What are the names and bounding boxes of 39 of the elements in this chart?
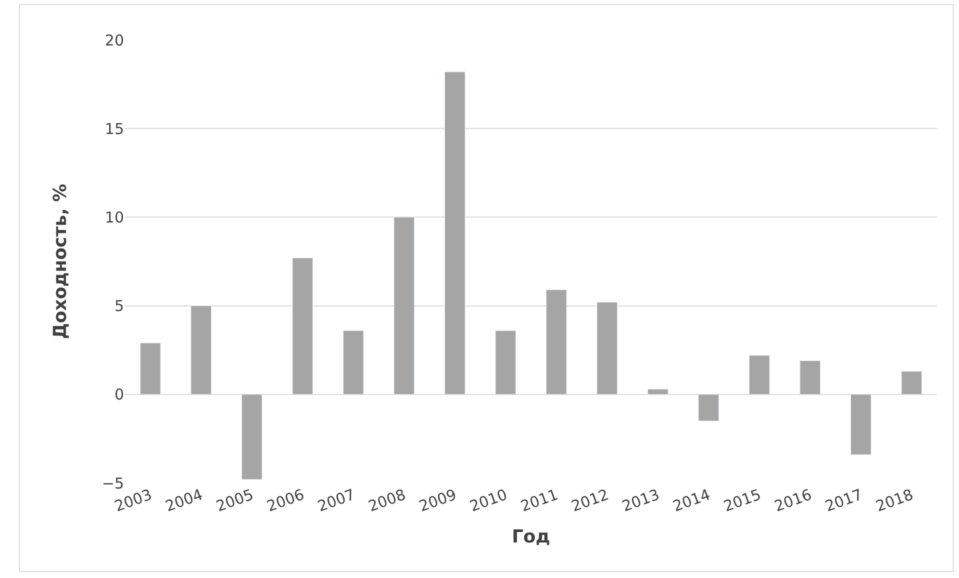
x-tick-label: 2004 — [163, 485, 206, 516]
x-tick-label: 2017 — [822, 485, 865, 516]
x-tick-label: 2016 — [772, 485, 814, 516]
bar — [140, 342, 161, 395]
x-tick-label: 2014 — [670, 485, 713, 516]
x-tick-label: 2007 — [315, 485, 358, 516]
bar — [190, 306, 212, 395]
x-tick-label: 2011 — [518, 485, 560, 516]
bar — [241, 394, 262, 480]
y-tick-label: 10 — [104, 208, 124, 226]
bar — [901, 371, 922, 395]
y-tick-label: 0 — [114, 386, 124, 404]
x-tick-label: 2018 — [874, 485, 916, 516]
bar — [495, 330, 516, 395]
x-tick-label: 2006 — [264, 485, 307, 516]
x-tick-label: 2008 — [366, 485, 408, 516]
x-tick-label: 2015 — [721, 485, 764, 516]
bar — [546, 290, 567, 395]
x-axis-title: Год — [512, 526, 550, 548]
y-tick-label: 5 — [114, 297, 124, 316]
bar — [444, 72, 466, 395]
bar — [596, 302, 618, 395]
bar — [748, 355, 770, 395]
bar — [850, 394, 872, 455]
y-tick-label: 15 — [104, 120, 124, 138]
x-tick-label: 2013 — [620, 485, 662, 516]
x-tick-label: 2009 — [416, 485, 459, 516]
bar — [800, 360, 821, 395]
bar — [647, 388, 668, 395]
x-tick-label: 2005 — [214, 485, 256, 516]
bar — [394, 216, 415, 395]
x-tick-label: 2012 — [569, 485, 612, 516]
x-tick-label: 2010 — [468, 485, 510, 516]
y-tick-label: 20 — [104, 31, 124, 50]
bar — [698, 394, 720, 422]
y-tick-label: −5 — [102, 474, 124, 492]
bar — [292, 258, 314, 395]
y-axis-title: Доходность, % — [50, 184, 72, 340]
bar — [342, 330, 364, 395]
